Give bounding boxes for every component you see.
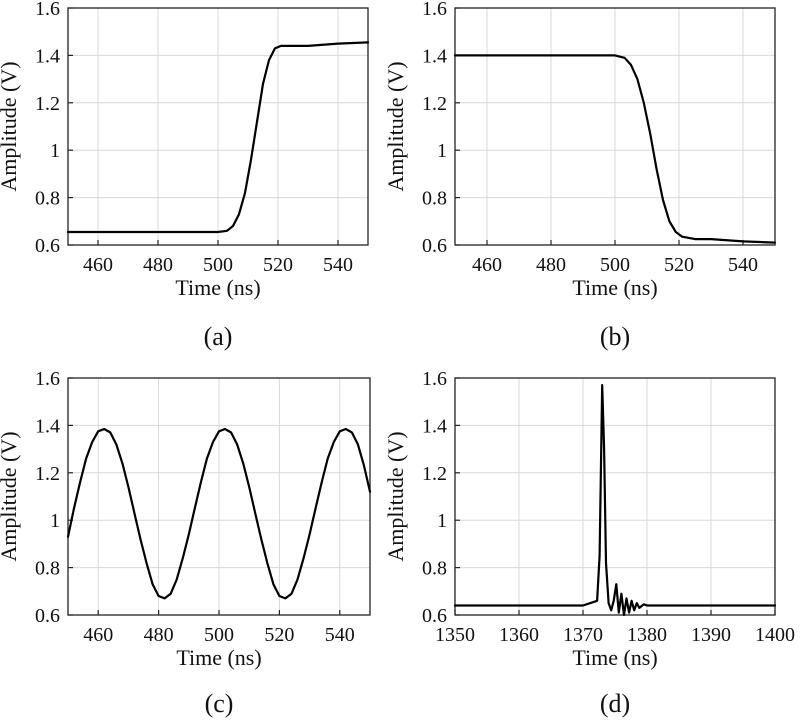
x-tick-label: 520 — [664, 254, 694, 276]
y-axis-label: Amplitude (V) — [0, 431, 21, 561]
y-tick-label: 1.6 — [422, 0, 447, 20]
x-axis-label: Time (ns) — [175, 275, 260, 300]
x-tick-label: 500 — [203, 254, 233, 276]
y-tick-label: 1.2 — [422, 93, 447, 115]
y-tick-label: 0.6 — [422, 605, 447, 627]
y-tick-label: 1 — [437, 510, 447, 532]
y-tick-label: 0.8 — [35, 188, 60, 210]
y-tick-label: 1.2 — [35, 93, 60, 115]
y-tick-label: 1.2 — [422, 463, 447, 485]
y-tick-label: 1 — [50, 510, 60, 532]
y-tick-label: 0.8 — [35, 558, 60, 580]
x-tick-label: 1380 — [627, 624, 667, 646]
y-tick-label: 0.8 — [422, 558, 447, 580]
series-line-c — [66, 427, 372, 600]
y-tick-label: 0.6 — [422, 235, 447, 257]
x-tick-label: 520 — [263, 254, 293, 276]
y-tick-label: 1.6 — [35, 0, 60, 20]
caption-c: (c) — [205, 689, 234, 718]
x-tick-label: 1370 — [563, 624, 603, 646]
x-tick-label: 540 — [728, 254, 758, 276]
panel-a: 460 480 500 520 540 0.6 0.8 1 1.2 1.4 1.6 Time (ns)… — [0, 0, 370, 351]
x-axis-label: Time (ns) — [176, 645, 261, 670]
y-tick-label: 0.6 — [35, 235, 60, 257]
x-tick-label: 540 — [323, 254, 353, 276]
panel-d: 1350 1360 1370 1380 1390 1400 0.6 0.8 1 1.2 1.4 1.6… — [383, 368, 795, 718]
x-axis-label: Time (ns) — [572, 645, 657, 670]
y-tick-label: 1 — [437, 140, 447, 162]
series-line-d — [453, 384, 777, 617]
y-tick-label: 1.2 — [35, 463, 60, 485]
x-tick-label: 520 — [264, 624, 294, 646]
series-line-b — [453, 54, 777, 244]
y-tick-label: 1 — [50, 140, 60, 162]
x-tick-label: 1350 — [435, 624, 475, 646]
y-tick-label: 1.6 — [422, 368, 447, 390]
x-tick-label: 500 — [600, 254, 630, 276]
x-tick-label: 1400 — [755, 624, 795, 646]
x-tick-label: 480 — [144, 624, 174, 646]
panel-c: 460 480 500 520 540 0.6 0.8 1 1.2 1.4 1.6 Time (ns)… — [0, 368, 372, 718]
x-axis-label: Time (ns) — [572, 275, 657, 300]
caption-d: (d) — [600, 689, 630, 718]
x-tick-label: 540 — [325, 624, 355, 646]
series-line-a — [66, 41, 370, 234]
y-tick-label: 1.4 — [35, 415, 60, 437]
y-axis-label: Amplitude (V) — [383, 431, 408, 561]
caption-a: (a) — [204, 322, 233, 351]
x-tick-label: 1390 — [691, 624, 731, 646]
panel-b: 460 480 500 520 540 0.6 0.8 1 1.2 1.4 1.6 Time (ns)… — [383, 0, 777, 351]
y-tick-label: 0.8 — [422, 188, 447, 210]
x-tick-label: 480 — [143, 254, 173, 276]
x-tick-label: 1360 — [499, 624, 539, 646]
x-tick-label: 500 — [204, 624, 234, 646]
plot-frame-d — [454, 377, 776, 616]
y-tick-label: 1.4 — [422, 415, 447, 437]
x-tick-label: 460 — [83, 624, 113, 646]
caption-b: (b) — [600, 322, 630, 351]
x-tick-label: 460 — [472, 254, 502, 276]
x-tick-label: 480 — [536, 254, 566, 276]
y-tick-label: 1.6 — [35, 368, 60, 390]
y-axis-label: Amplitude (V) — [0, 61, 21, 191]
y-tick-label: 0.6 — [35, 605, 60, 627]
y-tick-label: 1.4 — [422, 45, 447, 67]
y-tick-label: 1.4 — [35, 45, 60, 67]
x-tick-label: 460 — [83, 254, 113, 276]
y-axis-label: Amplitude (V) — [383, 61, 408, 191]
